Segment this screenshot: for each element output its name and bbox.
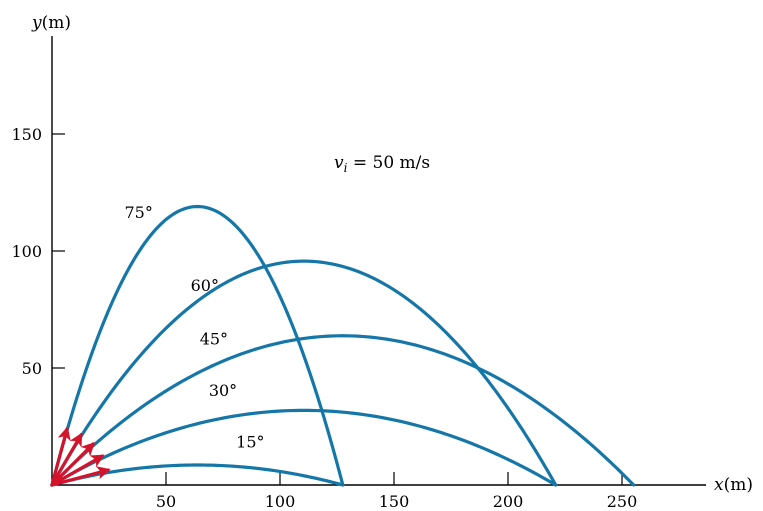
angle-label-30deg: 30°: [209, 381, 237, 400]
trajectory-30deg: [50, 408, 558, 487]
velocity-arrow-30deg: [50, 454, 105, 487]
y-tick-label-100: 100: [11, 242, 42, 261]
angle-labels: 15° 30° 45° 60° 75°: [124, 203, 264, 451]
annotation-symbol: v: [334, 153, 344, 173]
x-tick-label-50: 50: [156, 492, 176, 511]
angle-label-15deg: 15°: [236, 433, 264, 452]
y-axis-ticks: 50 100 150: [11, 125, 65, 378]
velocity-arrow-60deg: [50, 432, 83, 487]
x-axis-unit: (m): [724, 475, 753, 495]
y-tick-label-50: 50: [22, 359, 42, 378]
x-axis-ticks: 50 100 150 200 250: [156, 472, 637, 511]
x-tick-label-150: 150: [379, 492, 410, 511]
y-axis-symbol: y: [31, 13, 42, 33]
trajectory-60deg: [50, 259, 558, 487]
trajectory-curves: [50, 204, 636, 487]
velocity-arrow-15deg: [50, 466, 111, 487]
velocity-arrow-45deg: [50, 442, 95, 487]
initial-speed-annotation: vi = 50 m/s: [334, 153, 430, 175]
x-axis-symbol: x: [714, 475, 724, 495]
initial-velocity-arrows: [50, 426, 111, 487]
trajectory-75deg: [50, 204, 345, 487]
annotation-subscript: i: [344, 161, 348, 175]
x-tick-label-250: 250: [607, 492, 638, 511]
y-tick-label-150: 150: [11, 125, 42, 144]
x-axis-label: x(m): [714, 475, 753, 495]
velocity-arrow-75deg: [50, 426, 71, 487]
y-axis-unit: (m): [42, 13, 71, 33]
angle-label-60deg: 60°: [191, 276, 219, 295]
y-axis-label: y(m): [31, 13, 71, 33]
annotation-value: = 50 m/s: [347, 153, 430, 173]
x-tick-label-100: 100: [265, 492, 296, 511]
x-tick-label-200: 200: [493, 492, 524, 511]
angle-label-45deg: 45°: [200, 330, 228, 349]
trajectory-45deg: [50, 334, 636, 487]
trajectory-15deg: [50, 463, 345, 487]
angle-label-75deg: 75°: [124, 203, 152, 222]
